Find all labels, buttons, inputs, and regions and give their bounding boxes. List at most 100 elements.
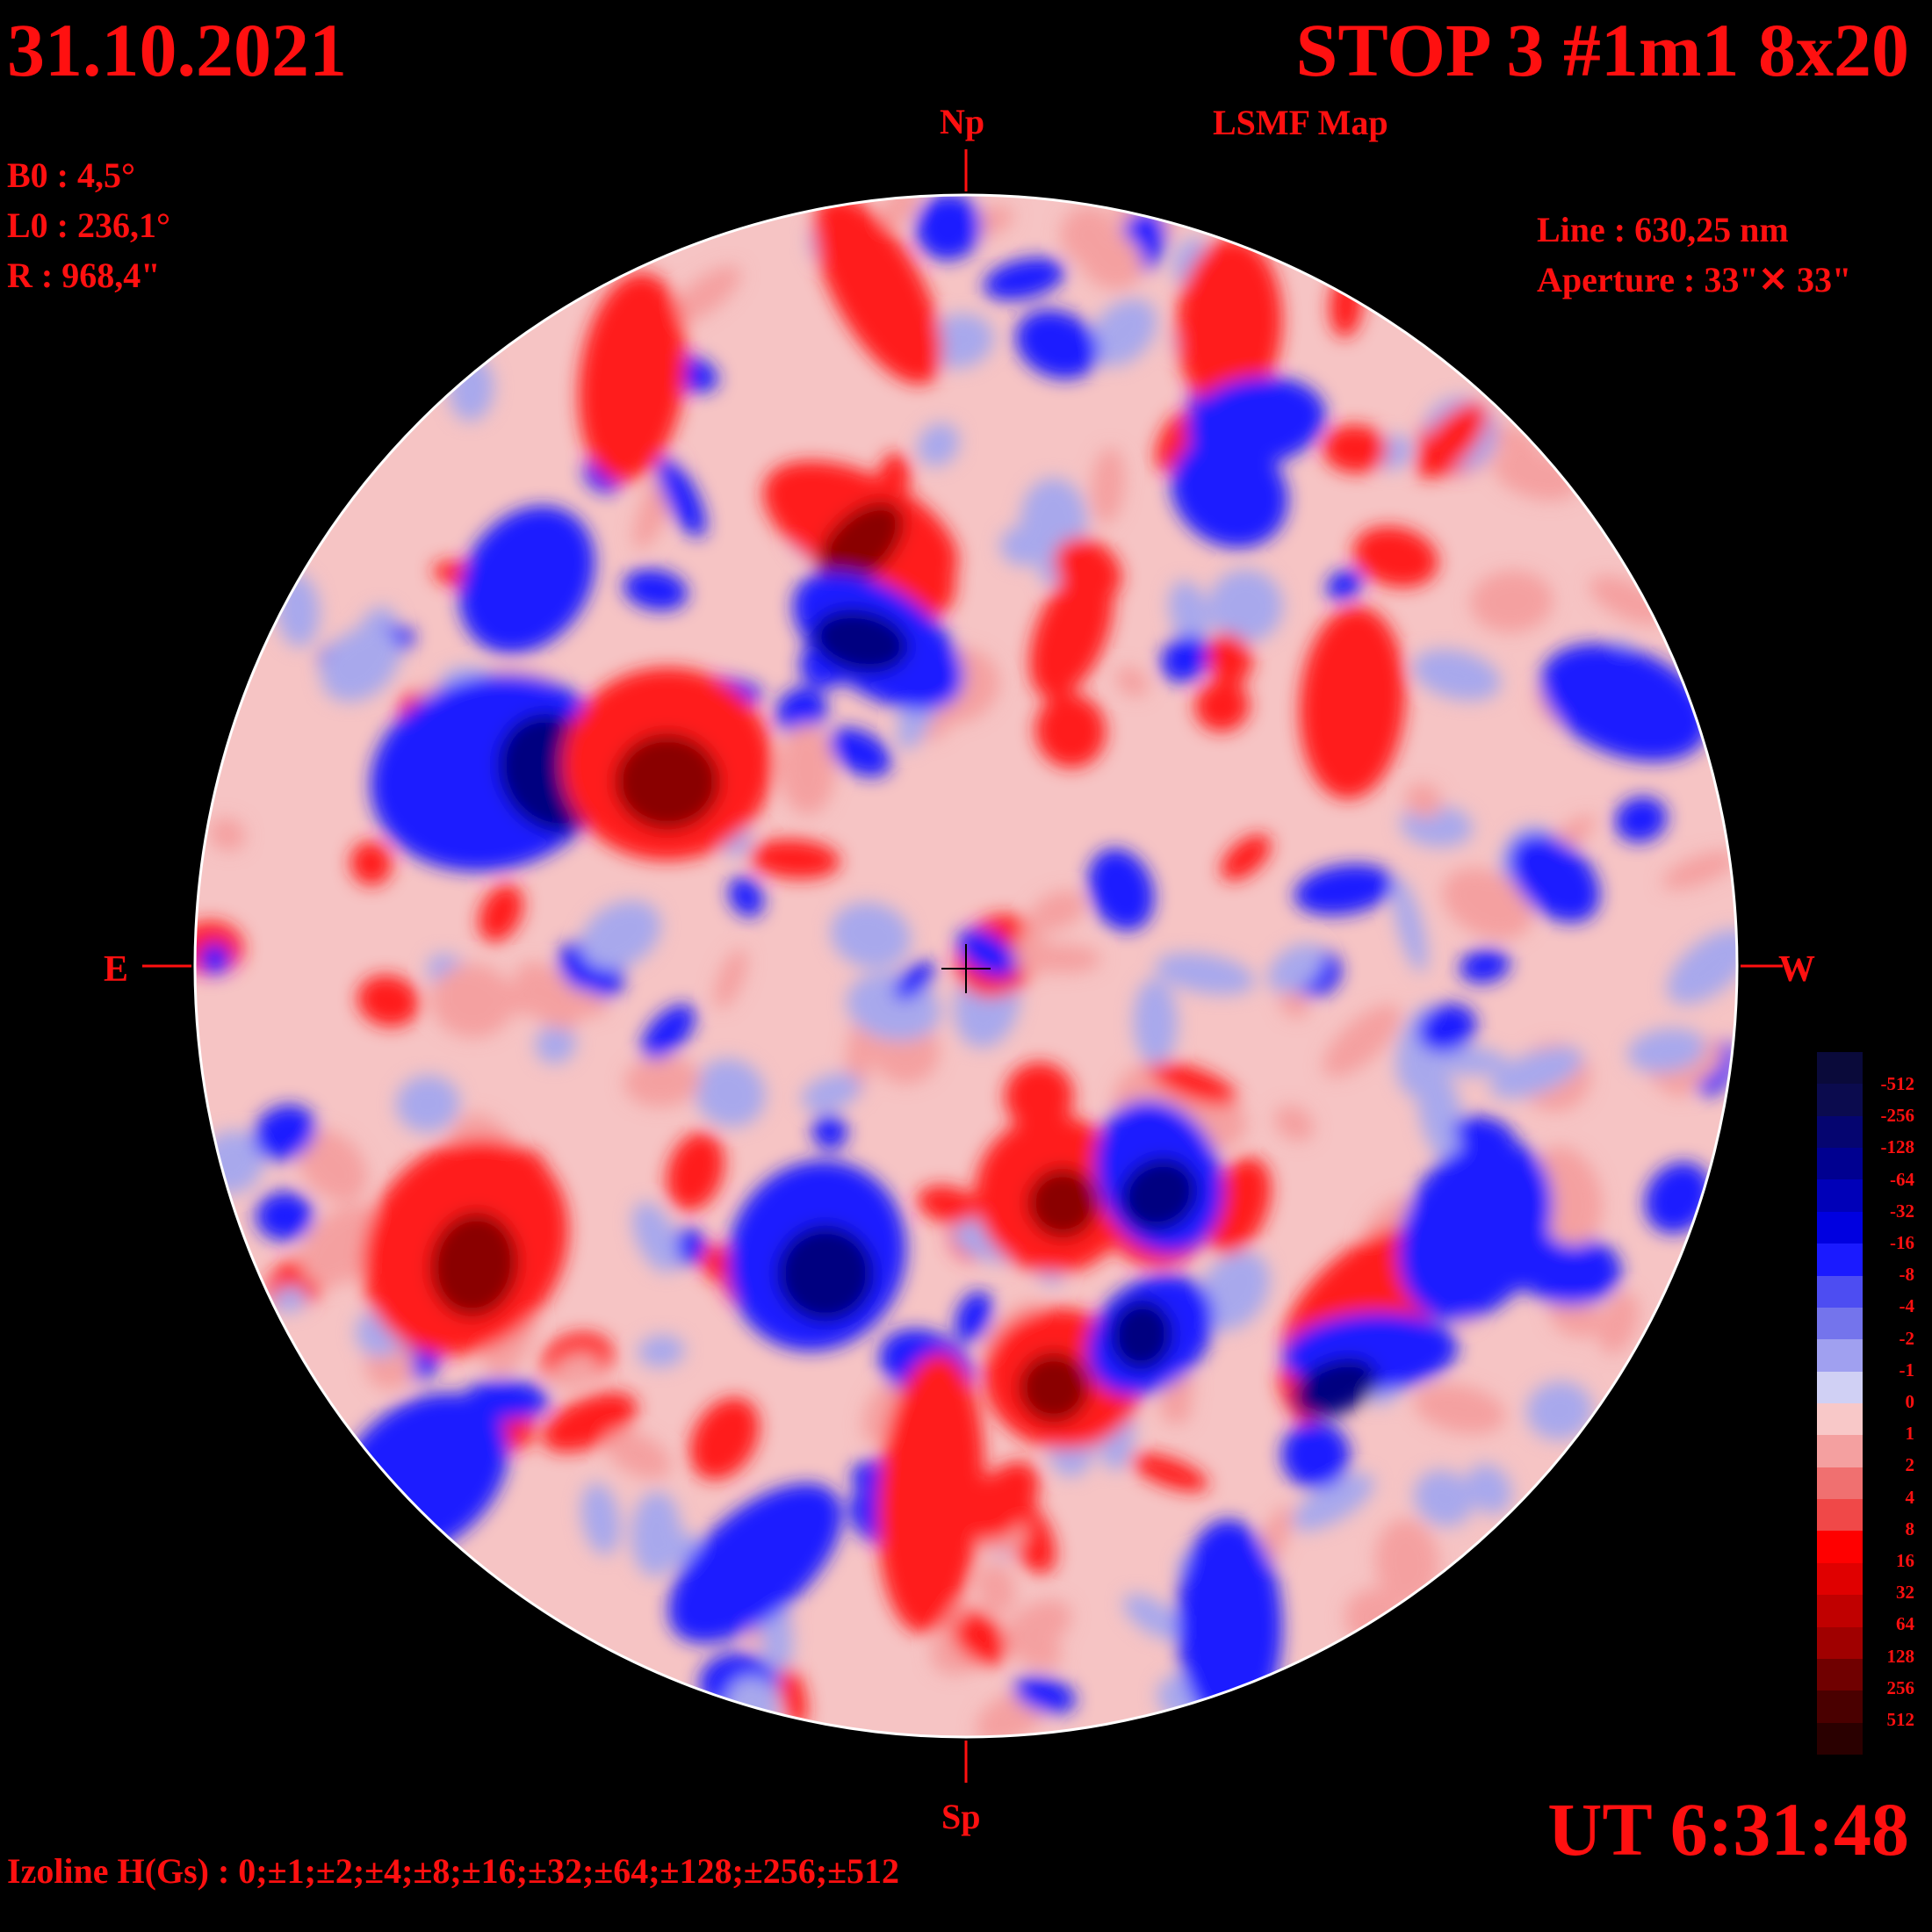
positive-field-region — [1352, 526, 1438, 588]
negative-field-region — [915, 195, 982, 261]
positive-field-region — [666, 1132, 724, 1211]
negative-field-region — [1088, 848, 1155, 931]
negative-active-region — [1110, 1300, 1173, 1370]
positive-field-region — [1375, 1518, 1439, 1607]
negative-active-region — [1176, 1519, 1283, 1730]
positive-active-region — [1019, 1352, 1089, 1423]
negative-field-region — [1133, 978, 1178, 1066]
negative-field-region — [1417, 1003, 1477, 1053]
positive-active-region — [817, 501, 905, 588]
negative-field-region — [983, 257, 1065, 300]
legend-swatch — [1817, 1562, 1863, 1596]
negative-field-region — [1412, 649, 1501, 701]
negative-field-region — [955, 1291, 992, 1343]
negative-field-region — [256, 1191, 314, 1241]
north-pole-label: Np — [940, 102, 985, 141]
legend-label: 64 — [1896, 1613, 1914, 1635]
positive-field-region — [1405, 782, 1442, 818]
negative-active-region — [776, 1225, 874, 1322]
positive-field-region — [1034, 693, 1107, 768]
positive-field-region — [624, 1056, 701, 1107]
positive-field-region — [976, 1562, 1016, 1615]
negative-field-region — [1123, 1594, 1184, 1640]
param-l0: L0 : 236,1° — [7, 205, 170, 245]
legend-swatch — [1817, 1531, 1863, 1564]
negative-field-region — [580, 1482, 621, 1555]
negative-field-region — [893, 961, 935, 1000]
negative-field-region — [657, 457, 707, 537]
negative-field-region — [1292, 1474, 1374, 1532]
positive-field-region — [714, 948, 747, 1009]
legend-swatch — [1817, 1690, 1863, 1724]
positive-field-region — [430, 963, 515, 1038]
negative-field-region — [1015, 309, 1099, 379]
negative-field-region — [396, 1075, 460, 1133]
positive-field-region — [1011, 1633, 1063, 1669]
positive-field-region — [1115, 666, 1149, 697]
disk-outline — [193, 193, 1739, 1739]
negative-field-region — [917, 422, 960, 467]
negative-field-region — [1208, 569, 1283, 643]
negative-field-region — [1281, 1421, 1351, 1489]
south-pole-label: Sp — [941, 1797, 981, 1836]
positive-field-region — [1413, 1383, 1506, 1434]
negative-field-region — [728, 876, 764, 918]
negative-field-region — [1089, 299, 1157, 367]
positive-field-region — [1091, 447, 1125, 524]
negative-active-region — [1121, 1157, 1198, 1231]
legend-swatch — [1817, 1403, 1863, 1436]
negative-field-region — [1526, 1381, 1593, 1440]
axis-ticks — [142, 149, 1783, 1783]
positive-field-region — [1274, 1105, 1315, 1142]
legend-label: -32 — [1890, 1200, 1914, 1222]
negative-field-region — [776, 687, 827, 735]
legend-label: -256 — [1880, 1105, 1915, 1127]
izoline-levels: Izoline H(Gs) : 0;±1;±2;±4;±8;±16;±32;±6… — [7, 1851, 900, 1891]
positive-field-region — [1279, 989, 1309, 1019]
legend-swatch — [1817, 1595, 1863, 1628]
negative-field-region — [694, 1058, 766, 1128]
positive-active-region — [877, 1352, 984, 1633]
legend-label: 256 — [1886, 1676, 1915, 1698]
legend-label: -4 — [1899, 1295, 1915, 1317]
legend-swatch — [1817, 1115, 1863, 1149]
positive-field-region — [668, 265, 741, 325]
positive-field-region — [689, 1397, 760, 1481]
negative-active-region — [668, 1483, 842, 1643]
positive-field-region — [1323, 1005, 1402, 1078]
positive-field-region — [1030, 890, 1085, 931]
negative-field-region — [811, 1114, 847, 1150]
positive-active-region — [1207, 632, 1252, 685]
negative-field-region — [253, 1104, 316, 1161]
legend-label: -64 — [1890, 1168, 1914, 1190]
param-radius: R : 968,4" — [7, 256, 161, 295]
positive-field-region — [515, 962, 581, 1030]
positive-field-region — [779, 1667, 807, 1728]
negative-field-region — [831, 902, 912, 969]
positive-field-region — [1323, 424, 1388, 473]
legend-swatch — [1817, 1307, 1863, 1340]
negative-field-region — [1466, 1464, 1512, 1514]
legend-swatch — [1817, 1435, 1863, 1468]
legend-label: -1 — [1899, 1359, 1915, 1381]
positive-field-region — [749, 839, 840, 879]
positive-active-region — [1299, 606, 1406, 799]
positive-field-region — [551, 1352, 601, 1388]
legend-swatch — [1817, 1467, 1863, 1500]
positive-field-region — [208, 818, 246, 851]
positive-field-region — [1194, 680, 1250, 732]
legend-swatch — [1817, 1626, 1863, 1660]
legend-swatch — [1817, 1148, 1863, 1180]
negative-field-region — [828, 727, 891, 777]
legend-swatch — [1817, 1052, 1863, 1085]
legend-label: 32 — [1896, 1582, 1914, 1604]
negative-field-region — [580, 900, 661, 970]
legend-swatch — [1817, 1722, 1863, 1755]
positive-field-region — [1221, 833, 1272, 881]
solar-disk — [195, 195, 1737, 1737]
map-title: STOP 3 #1m1 8x20 — [1295, 8, 1909, 92]
positive-field-region — [1597, 1291, 1640, 1354]
positive-field-region — [1004, 1062, 1074, 1131]
positive-field-region — [951, 1609, 1007, 1666]
